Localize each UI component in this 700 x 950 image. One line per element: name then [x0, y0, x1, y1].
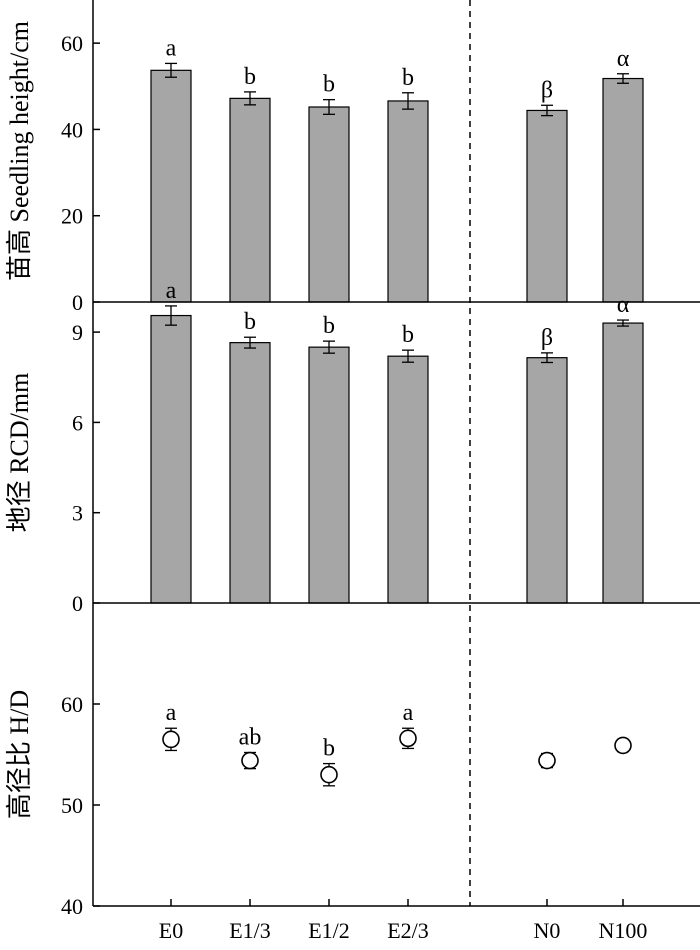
significance-letter: b [402, 65, 414, 91]
significance-letter: b [323, 736, 335, 762]
bar [150, 314, 192, 604]
significance-letter: b [244, 64, 256, 90]
y-tick-label: 40 [61, 117, 83, 142]
data-point [241, 751, 259, 770]
y-axis-label: 高径比 H/D [5, 690, 34, 819]
bar [602, 322, 644, 604]
bar [229, 342, 271, 604]
y-tick-label: 40 [61, 894, 83, 919]
significance-letter: β [541, 325, 553, 351]
x-tick-label: N0 [534, 918, 561, 943]
y-tick-label: 0 [72, 591, 83, 616]
bar [526, 109, 568, 303]
significance-letter: ab [239, 724, 262, 750]
x-tick-label: E2/3 [387, 918, 429, 943]
y-axis-label: 苗高 Seedling height/cm [5, 21, 34, 281]
significance-letter: α [617, 292, 630, 318]
significance-letter: a [166, 700, 177, 726]
x-tick-label: E0 [159, 918, 183, 943]
y-tick-label: 0 [72, 290, 83, 315]
bar [229, 97, 271, 303]
y-tick-label: 6 [72, 410, 83, 435]
significance-letter: α [617, 46, 630, 72]
x-tick-label: N100 [599, 918, 648, 943]
y-tick-label: 60 [61, 692, 83, 717]
significance-letter: b [323, 313, 335, 339]
significance-letter: β [541, 77, 553, 103]
y-tick-label: 3 [72, 501, 83, 526]
significance-letter: b [244, 309, 256, 335]
bar [387, 100, 429, 303]
bar [150, 69, 192, 303]
significance-letter: b [402, 322, 414, 348]
x-tick-label: E1/3 [229, 918, 271, 943]
data-point [538, 751, 556, 770]
data-point [320, 765, 338, 784]
y-tick-label: 20 [61, 204, 83, 229]
bar [602, 77, 644, 303]
y-tick-label: 60 [61, 31, 83, 56]
significance-letter: a [403, 700, 414, 726]
y-axis-label: 地径 RCD/mm [5, 373, 34, 533]
y-tick-label: 9 [72, 320, 83, 345]
bar [387, 355, 429, 604]
data-point [162, 730, 180, 749]
significance-letter: b [323, 72, 335, 98]
x-tick-label: E1/2 [308, 918, 350, 943]
bar [308, 106, 350, 303]
data-point [399, 729, 417, 748]
data-point [614, 736, 632, 755]
significance-letter: a [166, 35, 177, 61]
y-tick-label: 50 [61, 793, 83, 818]
significance-letter: a [166, 278, 177, 304]
bar [308, 346, 350, 604]
bar [526, 357, 568, 604]
